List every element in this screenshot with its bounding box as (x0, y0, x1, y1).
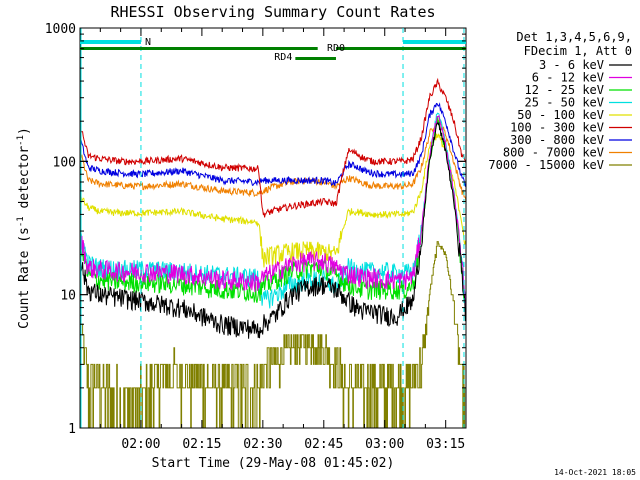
legend-entry-label: 800 - 7000 keV (503, 146, 604, 160)
y-tick-label: 1 (68, 422, 76, 437)
legend-header-2: FDecim 1, Att 0 (524, 44, 632, 58)
x-axis-ticks: 02:00 02:15 02:30 02:45 03:00 03:15 (79, 28, 467, 452)
chart-title: RHESSI Observing Summary Count Rates (110, 3, 435, 21)
legend-entry-label: 12 - 25 keV (525, 83, 604, 97)
series-line-3-6-kev (80, 121, 466, 339)
y-tick-label: 100 (53, 155, 76, 170)
legend: Det 1,3,4,5,6,9, FDecim 1, Att 0 3 - 6 k… (488, 30, 632, 172)
rd0-flag-bar (335, 47, 466, 50)
night-flag-bar (403, 40, 466, 44)
rd4-flag-label: RD4 (274, 52, 292, 63)
legend-entry-label: 7000 - 15000 keV (488, 158, 604, 172)
x-tick-label: 02:00 (121, 437, 160, 452)
y-label-sup-2: -1 (16, 135, 26, 146)
series-line-6-12-kev (80, 114, 466, 313)
y-tick-label: 1000 (45, 22, 76, 37)
series-line-800-7000-kev (80, 117, 466, 203)
series-line-25-50-kev (80, 112, 466, 309)
rd0-flag-label: RD0 (327, 43, 345, 54)
night-flag-bar (80, 40, 141, 44)
night-flag-label: N (145, 37, 151, 48)
y-label-sup-1: -1 (16, 216, 26, 227)
legend-entry-label: 6 - 12 keV (532, 71, 604, 85)
legend-entry-label: 100 - 300 keV (510, 121, 604, 135)
series-line-7000-15000-kev (80, 241, 466, 428)
y-label-end: ) (17, 127, 32, 135)
x-tick-label: 03:15 (426, 437, 465, 452)
legend-entry-label: 25 - 50 keV (525, 96, 604, 110)
rd4-flag-bar (295, 57, 336, 60)
y-label-main: Count Rate (s (17, 227, 32, 329)
series-line-100-300-kev (80, 77, 466, 218)
y-tick-label: 10 (60, 289, 76, 304)
rd0-flag-bar (80, 47, 318, 50)
legend-entry-label: 3 - 6 keV (539, 58, 604, 72)
legend-entry-label: 50 - 100 keV (517, 108, 604, 122)
x-tick-label: 03:00 (365, 437, 404, 452)
y-label-mid: detector (17, 146, 32, 217)
plot-frame (79, 27, 467, 429)
x-axis-label: Start Time (29-May-08 01:45:02) (152, 456, 395, 471)
x-tick-label: 02:15 (182, 437, 221, 452)
y-axis-label: Count Rate (s-1 detector-1) (16, 127, 32, 329)
flag-bars: N RD0 RD4 (80, 28, 466, 428)
series-line-300-800-kev (80, 102, 466, 187)
x-tick-label: 02:30 (243, 437, 282, 452)
series-line-50-100-kev (80, 133, 466, 268)
legend-header-1: Det 1,3,4,5,6,9, (516, 30, 632, 44)
legend-entry-label: 300 - 800 keV (510, 133, 604, 147)
y-axis-ticks: 1 10 100 1000 (45, 22, 466, 437)
footer-date: 14-Oct-2021 18:05 (554, 468, 636, 477)
series-line-12-25-kev (80, 117, 466, 321)
plot-area (80, 77, 466, 428)
x-tick-label: 02:45 (304, 437, 343, 452)
